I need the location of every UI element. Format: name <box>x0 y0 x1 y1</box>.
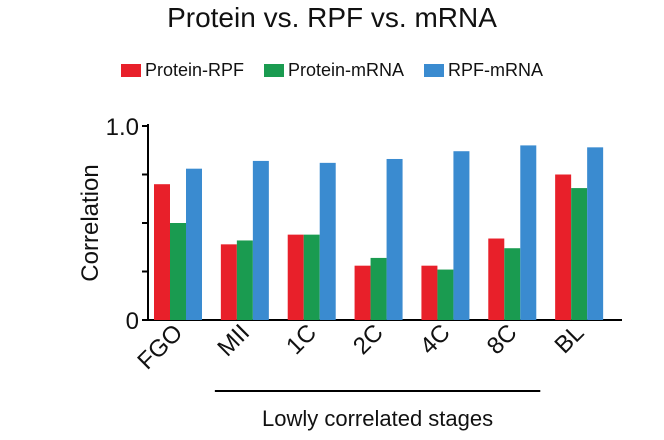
x-tick-label: 2C <box>348 319 389 360</box>
bar-protein-rpf-4c <box>421 265 438 320</box>
y-tick-label: 0 <box>126 308 139 335</box>
bar-protein-rpf-mii <box>220 244 237 320</box>
x-tick-label: FGO <box>132 319 188 375</box>
x-tick-label: 1C <box>281 319 322 360</box>
legend-item-rpf-mrna: RPF-mRNA <box>424 60 543 81</box>
bar-protein-mrna-bl <box>571 188 588 320</box>
bar-protein-mrna-8c <box>504 248 521 320</box>
bar-protein-rpf-1c <box>287 234 304 320</box>
x-tick-label: MII <box>212 319 255 362</box>
legend-swatch <box>120 64 141 77</box>
bar-protein-rpf-bl <box>555 174 572 320</box>
bar-protein-mrna-4c <box>437 269 454 320</box>
bar-protein-rpf-8c <box>488 238 505 320</box>
legend-label: Protein-RPF <box>144 60 244 80</box>
bar-rpf-mrna-4c <box>453 151 470 320</box>
bar-protein-mrna-fgo <box>170 223 186 320</box>
y-tick-label: 1.0 <box>106 114 139 141</box>
x-tick-label: 8C <box>482 319 523 360</box>
annotation-label: Lowly correlated stages <box>262 406 493 431</box>
chart-title: Protein vs. RPF vs. mRNA <box>167 2 497 33</box>
x-tick-label: BL <box>550 319 590 359</box>
legend-item-protein-rpf: Protein-RPF <box>120 60 244 81</box>
bar-protein-rpf-2c <box>354 265 371 320</box>
bar-protein-mrna-2c <box>370 257 387 320</box>
legend-swatch <box>424 64 445 77</box>
legend-label: RPF-mRNA <box>448 60 544 80</box>
bar-protein-rpf-fgo <box>154 184 170 320</box>
x-tick-label: 4C <box>415 319 456 360</box>
bar-protein-mrna-1c <box>303 234 320 320</box>
bar-rpf-mrna-2c <box>386 158 403 320</box>
legend: Protein-RPF Protein-mRNA RPF-mRNA <box>0 60 664 81</box>
legend-item-protein-mrna: Protein-mRNA <box>264 60 404 81</box>
bar-protein-mrna-mii <box>236 240 253 320</box>
bar-rpf-mrna-bl <box>587 147 604 320</box>
legend-label: Protein-mRNA <box>288 60 405 80</box>
bar-rpf-mrna-mii <box>252 160 269 320</box>
y-axis-label: Correlation <box>77 164 104 281</box>
bar-rpf-mrna-8c <box>520 145 537 320</box>
legend-swatch <box>264 64 284 77</box>
bar-rpf-mrna-1c <box>319 162 336 320</box>
bar-rpf-mrna-fgo <box>186 168 202 320</box>
